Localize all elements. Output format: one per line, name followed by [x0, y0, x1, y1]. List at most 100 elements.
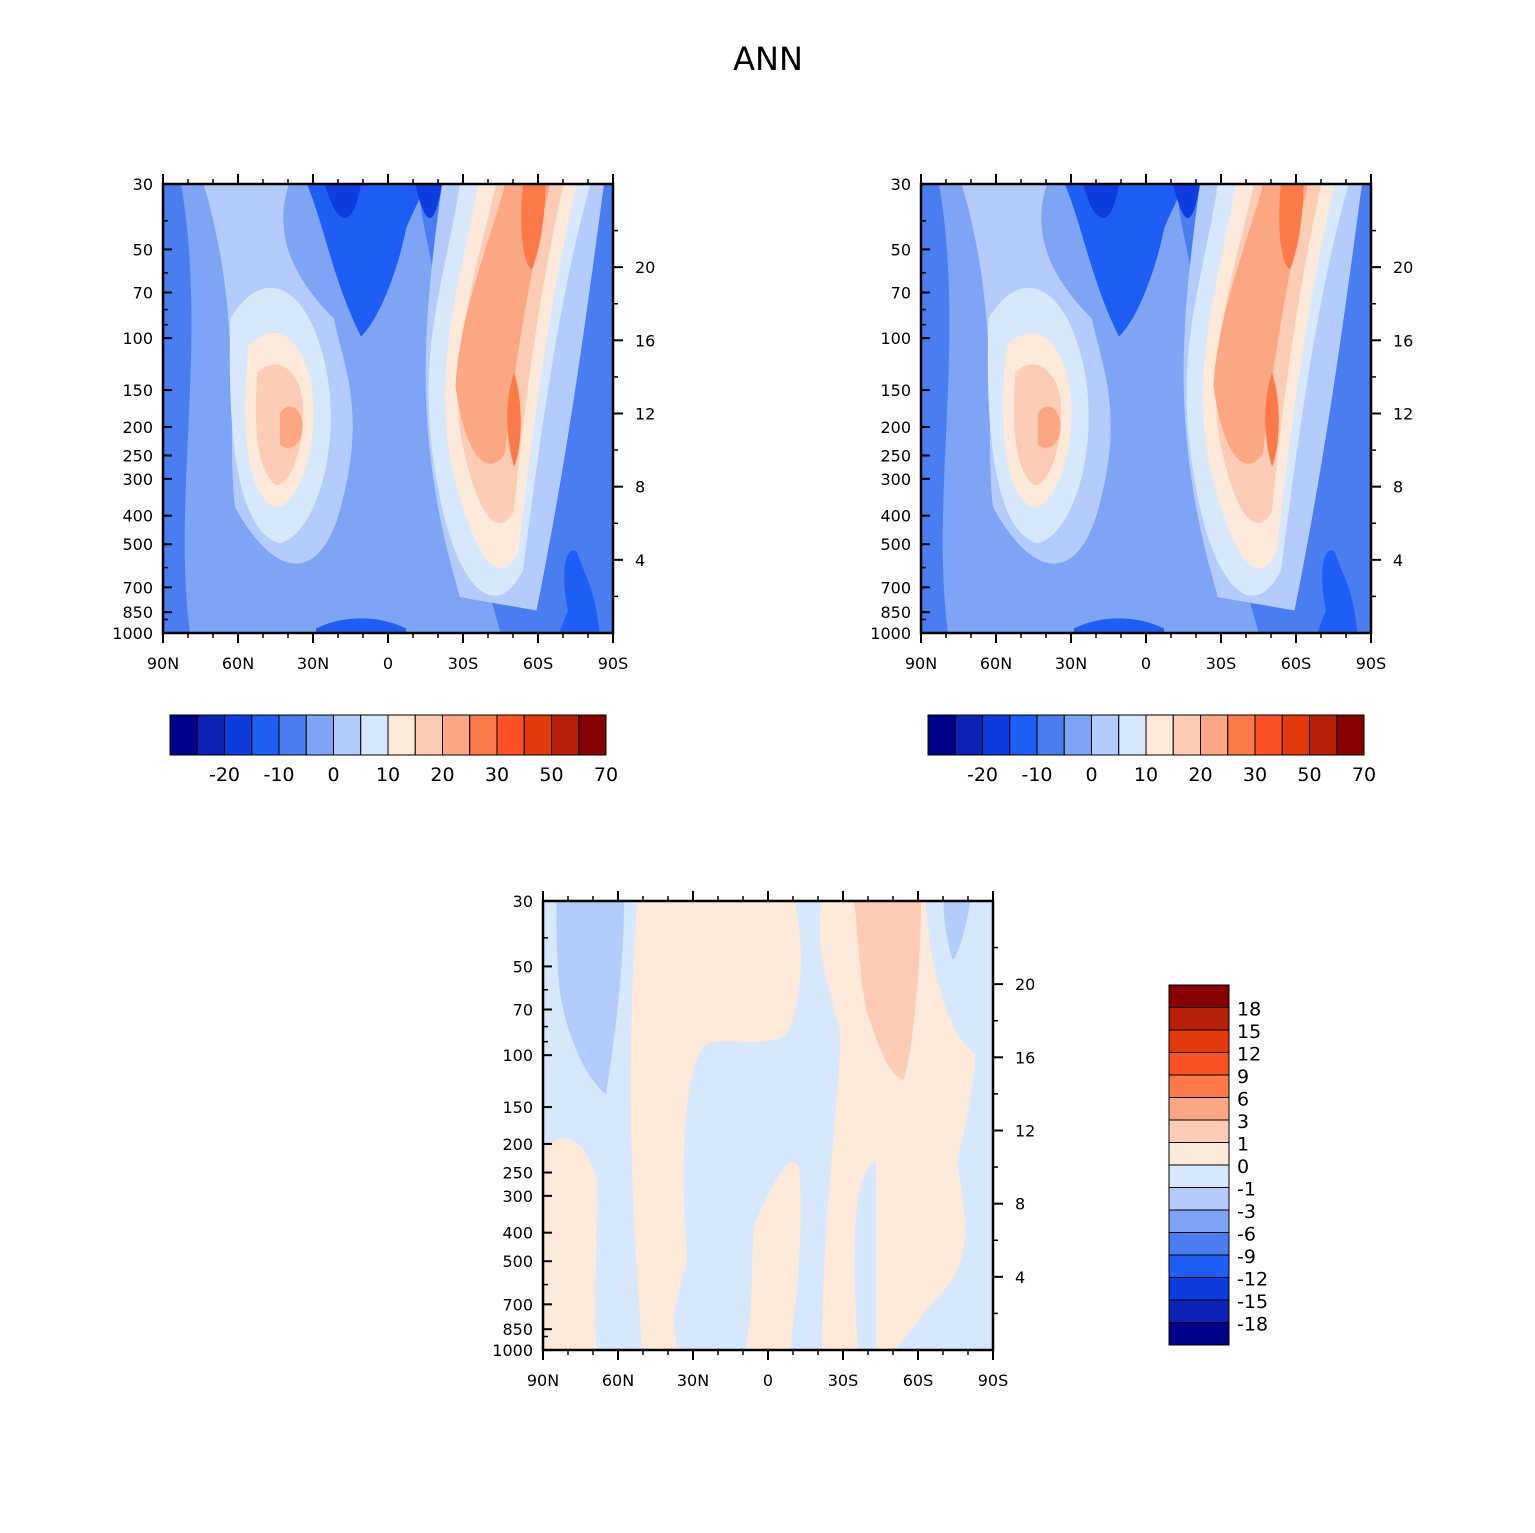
contour-field	[921, 184, 1371, 633]
pressure-tick-label: 70	[513, 1000, 533, 1019]
colorbar-box	[1281, 714, 1310, 756]
colorbar-label: 10	[376, 764, 400, 786]
latitude-tick-label: 30N	[677, 1371, 709, 1390]
latitude-tick-label: 60S	[1281, 654, 1312, 673]
colorbar-label: -18	[1237, 1314, 1268, 1336]
contour-band	[280, 406, 303, 448]
contour-band	[1173, 184, 1200, 219]
colorbar: -20 -10 0 10 20 30 50 70	[169, 714, 618, 786]
latitude-tick-label: 90S	[1356, 654, 1387, 673]
pressure-tick-label: 500	[122, 535, 153, 554]
latitude-tick-label: 90N	[147, 654, 179, 673]
latitude-tick-label: 0	[763, 1371, 773, 1390]
pressure-tick-label: 50	[891, 240, 911, 259]
latitude-tick-label: 60S	[523, 654, 554, 673]
contour-band	[255, 364, 304, 486]
colorbar-box	[1168, 1187, 1230, 1211]
pressure-tick-label: 700	[880, 578, 911, 597]
colorbar-box	[305, 714, 334, 756]
contour-band	[543, 1138, 597, 1350]
contour-band	[819, 901, 975, 1350]
colorbar-box	[469, 714, 498, 756]
pressure-tick-label: 150	[880, 381, 911, 400]
pressure-tick-label: 200	[502, 1135, 533, 1154]
pressure-tick-label: 200	[880, 418, 911, 437]
height-tick-label: 16	[1015, 1048, 1035, 1067]
colorbar-box	[196, 714, 225, 756]
height-tick-label: 20	[635, 258, 655, 277]
colorbar-label: 10	[1134, 764, 1158, 786]
colorbar-box	[1172, 714, 1201, 756]
height-tick-label: 4	[1015, 1268, 1025, 1287]
pressure-tick-label: 850	[122, 603, 153, 622]
colorbar-box	[1168, 1277, 1230, 1301]
pressure-tick-label: 150	[502, 1098, 533, 1117]
pressure-tick-label: 30	[133, 175, 153, 194]
colorbar-box	[1063, 714, 1092, 756]
colorbar-label: 15	[1237, 1021, 1261, 1043]
latitude-tick-label: 30S	[448, 654, 479, 673]
colorbar-box	[1309, 714, 1338, 756]
colorbar-box	[1168, 1029, 1230, 1053]
colorbar-box	[1168, 1142, 1230, 1166]
contour-band	[507, 372, 521, 467]
latitude-tick-label: 0	[383, 654, 393, 673]
contour-field	[163, 184, 613, 633]
latitude-tick-label: 90N	[527, 1371, 559, 1390]
contour-band	[556, 901, 624, 1095]
pressure-tick-label: 850	[502, 1320, 533, 1339]
colorbar-label: -15	[1237, 1291, 1268, 1313]
pressure-tick-label: 30	[891, 175, 911, 194]
colorbar-box	[169, 714, 198, 756]
pressure-tick-label: 30	[513, 892, 533, 911]
panel-3: 3050701001502002503004005007008501000201…	[492, 891, 1268, 1390]
latitude-tick-label: 30S	[1206, 654, 1237, 673]
colorbar-label: 70	[594, 764, 618, 786]
colorbar-box	[1168, 1007, 1230, 1031]
colorbar: -20 -10 0 10 20 30 50 70	[927, 714, 1376, 786]
colorbar-label: -10	[263, 764, 294, 786]
latitude-tick-label: 0	[1141, 654, 1151, 673]
pressure-tick-label: 1000	[870, 624, 911, 643]
pressure-tick-label: 300	[880, 470, 911, 489]
colorbar-box	[982, 714, 1011, 756]
contour-band	[325, 184, 361, 219]
colorbar-label: -12	[1237, 1269, 1268, 1291]
colorbar-box	[333, 714, 362, 756]
colorbar-label: 70	[1352, 764, 1376, 786]
contour-band	[630, 901, 801, 1350]
colorbar-box	[1091, 714, 1120, 756]
figure-title: ANN	[733, 40, 803, 78]
height-tick-label: 12	[1015, 1121, 1035, 1140]
height-tick-label: 8	[1015, 1195, 1025, 1214]
colorbar-label: -10	[1021, 764, 1052, 786]
pressure-tick-label: 500	[502, 1252, 533, 1271]
contour-band	[1083, 184, 1119, 219]
colorbar-box	[1168, 1164, 1230, 1188]
pressure-tick-label: 700	[122, 578, 153, 597]
colorbar-box	[1168, 1299, 1230, 1323]
colorbar-box	[1118, 714, 1147, 756]
colorbar-label: 0	[327, 764, 339, 786]
height-tick-label: 16	[1393, 331, 1413, 350]
contour-band	[745, 1161, 801, 1350]
pressure-tick-label: 50	[133, 240, 153, 259]
pressure-tick-label: 500	[880, 535, 911, 554]
colorbar-box	[1168, 1074, 1230, 1098]
contour-band	[1013, 364, 1062, 486]
panel-2: 3050701001502002503004005007008501000201…	[870, 174, 1413, 786]
contour-band	[1065, 184, 1182, 337]
contour-band	[316, 618, 406, 633]
pressure-tick-label: 100	[122, 329, 153, 348]
contour-band	[1074, 618, 1164, 633]
contour-band	[307, 184, 424, 337]
colorbar-box	[1168, 1232, 1230, 1256]
contour-band	[1279, 184, 1304, 270]
colorbar-label: 20	[1188, 764, 1212, 786]
pressure-tick-label: 250	[880, 446, 911, 465]
colorbar-box	[496, 714, 525, 756]
latitude-tick-label: 90N	[905, 654, 937, 673]
colorbar-box	[1145, 714, 1174, 756]
colorbar-box	[278, 714, 307, 756]
